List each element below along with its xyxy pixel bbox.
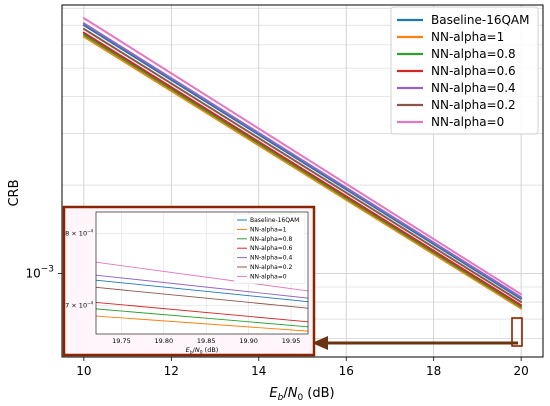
inset-x-tick-label: 19.85 — [197, 337, 216, 345]
inset-series-line-nn-alpha-1 — [95, 315, 309, 332]
legend-label: NN-alpha=0.6 — [431, 64, 516, 78]
x-tick-label: 16 — [339, 364, 354, 378]
y-axis-label: CRB — [7, 179, 22, 206]
inset-series-line-nn-alpha-0-2 — [95, 286, 309, 309]
inset-legend: Baseline-16QAM NN-alpha=1 NN-alpha=0.8 NN-a… — [233, 213, 306, 285]
legend-label: Baseline-16QAM — [431, 13, 529, 27]
inset-x-label-zero-sub: 0 — [200, 350, 203, 356]
legend-label: NN-alpha=1 — [431, 30, 504, 44]
legend-label: NN-alpha=0.4 — [431, 81, 516, 95]
inset-legend-label: NN-alpha=0.2 — [250, 264, 293, 271]
inset-legend-label: Baseline-16QAM — [250, 217, 299, 224]
main-tick-labels: 10 12 14 16 18 20 10−3 — [25, 265, 528, 378]
inset-x-tick-label: 19.80 — [155, 337, 174, 345]
series-line-nn-alpha-1 — [82, 35, 523, 310]
inset-series-line-nn-alpha-0-4 — [95, 274, 309, 299]
x-label-e: E — [269, 386, 278, 401]
inset-zoom: 19.75 19.80 19.85 19.90 19.95 8 × 10−4 7 × 10−… — [62, 205, 316, 357]
x-tick-label: 14 — [251, 364, 266, 378]
inset-series-lines — [95, 261, 309, 332]
x-label-n: N — [288, 386, 298, 401]
series-line-nn-alpha-0-8 — [82, 33, 523, 308]
zoom-region-indicator — [511, 317, 523, 347]
legend: Baseline-16QAM NN-alpha=1 NN-alpha=0.8 NN-a… — [390, 6, 539, 135]
inset-series-line-nn-alpha-0-8 — [95, 308, 309, 328]
inset-y-tick-label: 7 × 10−4 — [65, 300, 93, 309]
inset-tick-labels: 19.75 19.80 19.85 19.90 19.95 8 × 10−4 7 × 10−… — [65, 229, 300, 345]
inset-plot-frame — [95, 211, 309, 335]
inset-series-line-nn-alpha-0-6 — [95, 301, 309, 323]
inset-x-label-b-sub: b — [190, 350, 193, 356]
x-axis-label: Eb/N0 (dB) — [269, 386, 334, 403]
x-tick-label: 18 — [426, 364, 441, 378]
inset-x-tick-label: 19.75 — [112, 337, 131, 345]
inset-legend-label: NN-alpha=0.8 — [250, 236, 293, 243]
inset-x-axis-label: Eb/N0 (dB) — [186, 346, 219, 356]
inset-legend-label: NN-alpha=0.6 — [250, 245, 293, 252]
x-label-zero-sub: 0 — [297, 393, 303, 403]
series-line-nn-alpha-0 — [82, 17, 523, 296]
x-label-unit: (dB) — [303, 386, 334, 401]
series-line-nn-alpha-0-4 — [82, 22, 523, 299]
inset-y-tick-label: 8 × 10−4 — [65, 229, 93, 238]
inset-series-line-baseline-16qam — [95, 279, 309, 303]
plot-frame — [61, 4, 544, 358]
x-tick-label: 20 — [513, 364, 528, 378]
y-tick-label: 10−3 — [25, 265, 54, 281]
inset-series-line-nn-alpha-0 — [95, 261, 309, 292]
zoom-arrow-head — [312, 336, 328, 350]
inset-x-label-unit: (dB) — [203, 346, 219, 354]
legend-label: NN-alpha=0.8 — [431, 47, 516, 61]
x-tick-label: 12 — [164, 364, 179, 378]
inset-legend-label: NN-alpha=1 — [250, 226, 287, 233]
inset-legend-box — [233, 213, 306, 285]
inset-legend-label: NN-alpha=0.4 — [250, 255, 293, 262]
legend-box — [390, 6, 539, 135]
x-tick-label: 10 — [76, 364, 91, 378]
legend-label: NN-alpha=0.2 — [431, 98, 516, 112]
inset-x-label-n: N — [195, 346, 200, 354]
inset-x-label-e: E — [186, 346, 191, 354]
series-line-nn-alpha-0-2 — [82, 27, 523, 304]
series-line-baseline-16qam — [82, 24, 523, 300]
x-label-b-sub: b — [278, 393, 284, 403]
main-series-lines — [82, 17, 523, 310]
inset-x-label-slash: / — [193, 346, 196, 354]
series-line-nn-alpha-0-6 — [82, 31, 523, 307]
x-label-slash: / — [283, 386, 288, 401]
inset-legend-label: NN-alpha=0 — [250, 273, 287, 280]
inset-x-tick-label: 19.95 — [282, 337, 301, 345]
legend-label: NN-alpha=0 — [431, 115, 504, 129]
inset-x-tick-label: 19.90 — [239, 337, 258, 345]
